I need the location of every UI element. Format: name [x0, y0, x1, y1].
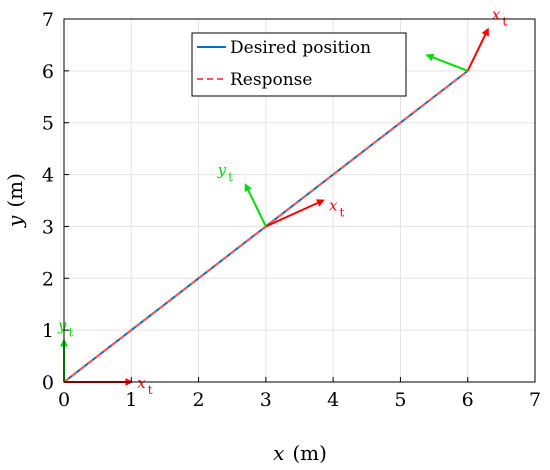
- y-tick-label: 5: [42, 113, 54, 135]
- ticks: 0 1 2 3 4 5 6 7 0 1 2 3 4 5 6 7: [42, 9, 541, 411]
- x-tick-label: 1: [125, 389, 137, 411]
- x-tick-label: 0: [58, 389, 70, 411]
- legend: Desired position Response: [191, 32, 407, 97]
- x-tick-label: 7: [529, 389, 541, 411]
- y-tick-label: 0: [42, 372, 54, 394]
- y-axis-label: y(m): [3, 173, 27, 228]
- y-tick-label: 6: [42, 61, 54, 83]
- plot-frame: [63, 18, 536, 383]
- legend-box: [191, 32, 407, 97]
- y-tick-label: 3: [42, 216, 54, 238]
- x-tick-label: 5: [394, 389, 406, 411]
- x-tick-label: 2: [193, 389, 205, 411]
- y-tick-label: 4: [42, 165, 54, 187]
- frame-x-axis-arrow: [466, 27, 489, 72]
- legend-label-desired: Desired position: [230, 38, 371, 58]
- frame-y-axis-arrow: [244, 183, 267, 227]
- x-axis-label: x (m): [273, 441, 327, 465]
- y-tick-label: 1: [42, 320, 54, 342]
- frame-x-axis-arrow: [265, 199, 325, 228]
- x-tick-label: 4: [327, 389, 339, 411]
- x-tick-label: 6: [462, 389, 474, 411]
- x-tick-label: 3: [260, 389, 272, 411]
- y-tick-label: 7: [42, 9, 54, 31]
- legend-label-response: Response: [230, 70, 312, 90]
- frame-y-axis-arrow: [425, 53, 469, 72]
- y-tick-label: 2: [42, 268, 54, 290]
